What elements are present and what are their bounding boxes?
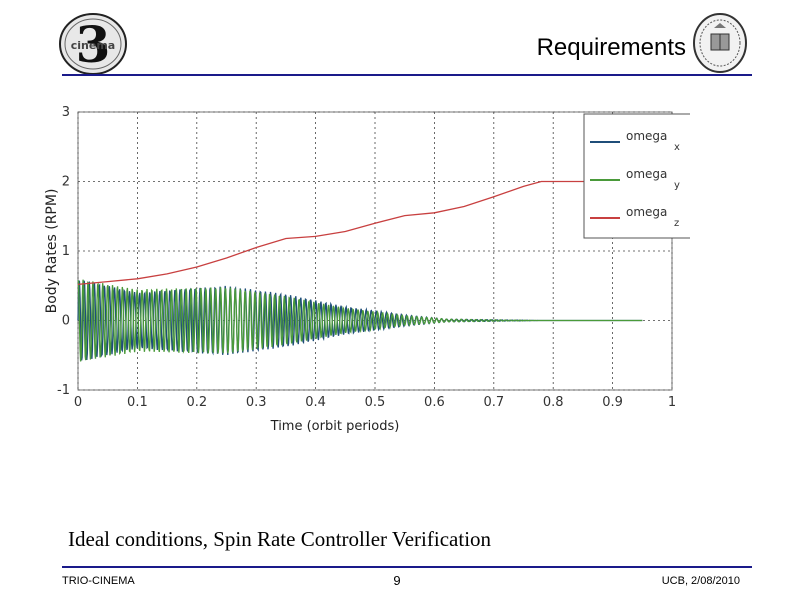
legend-subscript-omega-z: z [674, 218, 679, 229]
x-tick-label: 0.5 [365, 395, 386, 410]
y-tick-label: 1 [62, 244, 70, 259]
y-tick-label: 0 [62, 314, 70, 329]
university-seal-icon [693, 13, 747, 73]
series-line-omega-z [77, 180, 643, 286]
y-tick-label: -1 [57, 383, 70, 398]
footer-divider [62, 566, 752, 568]
header-divider [62, 74, 752, 76]
x-tick-label: 0.2 [186, 395, 207, 410]
cinema-logo: 3 cinema [59, 13, 127, 75]
x-tick-label: 0 [74, 395, 82, 410]
logo-text: cinema [71, 39, 115, 52]
body-rates-chart: 0 0.1 0.2 0.3 0.4 0.5 0.6 0.7 0.8 0.9 1 -1 0 1 2 3 Time … [44, 105, 690, 434]
series-line-omega-y [77, 279, 643, 362]
y-axis-label: Body Rates (RPM) [44, 189, 60, 314]
x-axis-label: Time (orbit periods) [270, 419, 400, 434]
x-tick-label: 0.7 [483, 395, 504, 410]
x-tick-label: 0.4 [305, 395, 326, 410]
y-tick-label: 2 [62, 175, 70, 190]
x-tick-label: 0.6 [424, 395, 445, 410]
page-title: Requirements [536, 34, 686, 61]
x-tick-label: 1 [668, 395, 676, 410]
page-number: 9 [393, 573, 401, 588]
slide-caption: Ideal conditions, Spin Rate Controller V… [68, 527, 492, 551]
legend-label-omega-z: omega [626, 205, 667, 219]
logo-digit: 3 [76, 15, 111, 74]
footer-date: UCB, 2/08/2010 [661, 575, 740, 587]
x-tick-label: 0.3 [246, 395, 267, 410]
legend-subscript-omega-y: y [674, 180, 680, 191]
legend-subscript-omega-x: x [674, 142, 680, 153]
y-tick-label: 3 [62, 105, 70, 120]
x-tick-label: 0.8 [543, 395, 564, 410]
x-tick-label: 0.9 [602, 395, 623, 410]
legend-label-omega-y: omega [626, 167, 667, 181]
footer-project: TRIO-CINEMA [62, 575, 135, 587]
x-tick-label: 0.1 [127, 395, 148, 410]
legend-label-omega-x: omega [626, 129, 667, 143]
